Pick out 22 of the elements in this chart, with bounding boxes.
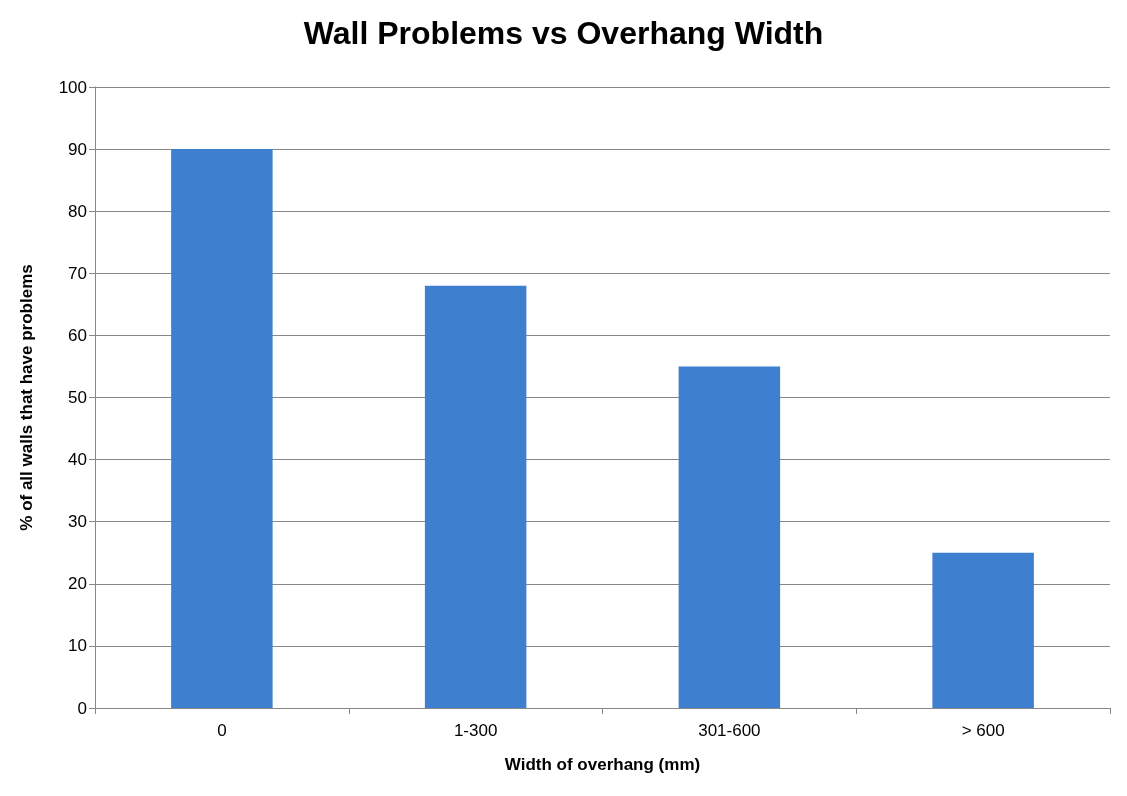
x-tick-label: 301-600 [698,721,761,740]
x-tick-label: > 600 [961,721,1005,740]
y-tick-label: 80 [68,201,87,221]
x-tick-label: 0 [217,721,227,740]
y-tick-label: 100 [58,77,87,97]
y-tick-label: 40 [68,450,87,470]
x-tick-label: 1-300 [453,721,498,740]
bar [678,366,781,708]
y-tick-label: 70 [68,263,87,283]
y-tick-label: 90 [68,139,87,159]
y-tick-label: 20 [68,574,87,594]
chart-title: Wall Problems vs Overhang Width [303,15,824,51]
bar [171,149,273,708]
y-tick-label: 0 [77,698,87,718]
y-axis-title: % of all walls that have problems [17,264,36,531]
bar [424,285,527,708]
x-axis-title: Width of overhang (mm) [504,755,701,774]
y-tick-label: 10 [68,636,87,656]
y-tick-label: 30 [68,512,87,532]
bar [932,552,1034,708]
y-tick-label: 60 [68,325,87,345]
y-tick-label: 50 [68,388,87,407]
